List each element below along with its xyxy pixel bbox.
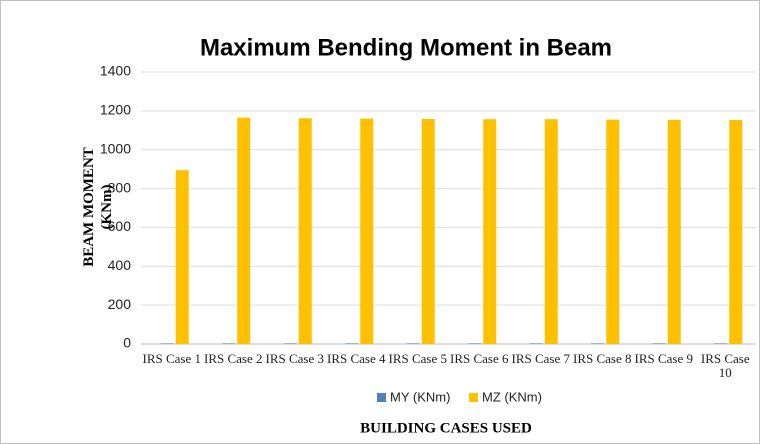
- bar: [237, 117, 251, 345]
- legend-swatch: [377, 393, 386, 402]
- x-tick-label: IRS Case 7: [511, 351, 571, 366]
- bar: [160, 343, 174, 344]
- legend-label: MZ (KNm): [482, 389, 542, 404]
- bar: [591, 343, 605, 344]
- y-tick-label: 0: [123, 335, 131, 351]
- bar: [667, 119, 681, 345]
- x-tick-label: IRS Case 1: [142, 351, 202, 366]
- bar: [652, 343, 666, 344]
- bar: [222, 343, 236, 344]
- y-axis-label: BEAM MOMENT (KNm): [81, 147, 115, 267]
- bar: [468, 343, 482, 344]
- bar: [345, 343, 359, 344]
- y-tick-label: 1400: [100, 63, 131, 79]
- bar: [529, 343, 543, 344]
- x-tick-label: IRS Case 10: [700, 351, 750, 380]
- chart-title: Maximum Bending Moment in Beam: [200, 34, 612, 61]
- bar: [175, 170, 189, 344]
- bar: [544, 119, 558, 344]
- bar: [360, 118, 374, 344]
- x-tick-label: IRS Case 5: [388, 351, 448, 366]
- bar: [483, 119, 497, 344]
- x-tick-label: IRS Case 8: [573, 351, 632, 366]
- bar: [421, 119, 435, 344]
- bar: [283, 343, 297, 344]
- bar: [714, 343, 728, 344]
- bar: [729, 119, 743, 344]
- legend-label: MY (KNm): [390, 389, 450, 404]
- x-tick-label: IRS Case 6: [450, 351, 509, 366]
- x-axis-label: BUILDING CASES USED: [360, 420, 532, 436]
- bar: [298, 118, 312, 345]
- y-tick-label: 600: [108, 218, 132, 234]
- x-tick-label: IRS Case 9: [634, 351, 694, 366]
- y-tick-label: 400: [108, 257, 132, 273]
- y-tick-label: 1000: [100, 140, 131, 156]
- bar: [606, 119, 620, 344]
- legend-swatch: [469, 393, 478, 402]
- y-tick-label: 800: [108, 179, 132, 195]
- x-tick-label: IRS Case 2: [204, 351, 263, 366]
- x-tick-label: IRS Case 3: [265, 351, 325, 366]
- y-tick-label: 1200: [100, 102, 131, 118]
- bar: [406, 343, 420, 344]
- y-tick-label: 200: [108, 296, 132, 312]
- x-tick-label: IRS Case 4: [327, 351, 386, 366]
